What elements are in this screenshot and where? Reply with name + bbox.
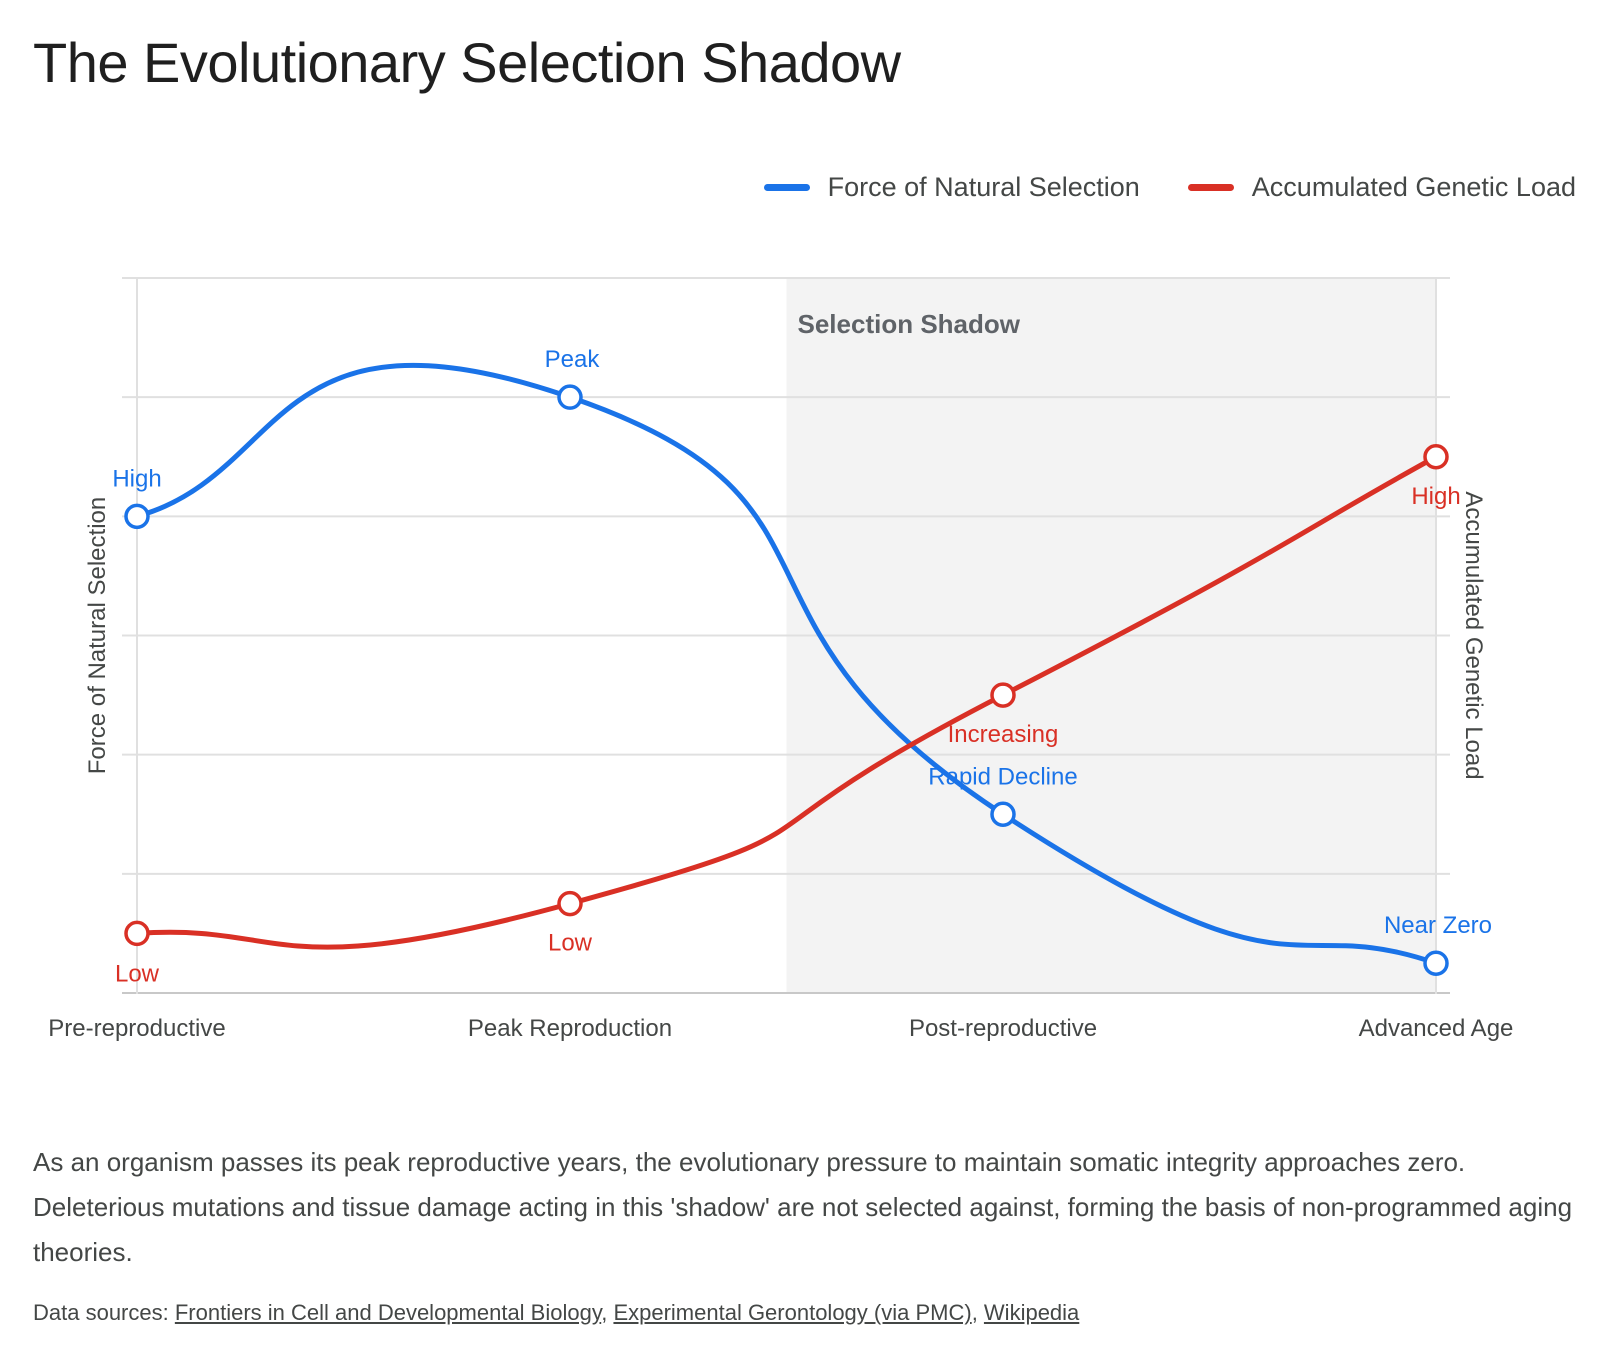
sources-prefix: Data sources:: [33, 1300, 175, 1325]
selection-shadow-label: Selection Shadow: [798, 309, 1021, 339]
source-link-wikipedia[interactable]: Wikipedia: [983, 1300, 1080, 1325]
source-link-frontiers[interactable]: Frontiers in Cell and Developmental Biol…: [174, 1300, 602, 1325]
data-label: High: [112, 465, 161, 492]
line-chart: Selection Shadow Pre-reproductive Peak Rep…: [48, 277, 1514, 1042]
source-link-exp-gerontology[interactable]: Experimental Gerontology (via PMC): [613, 1300, 972, 1325]
data-label: Increasing: [948, 721, 1059, 748]
data-label: Low: [548, 930, 593, 957]
data-point: [1423, 444, 1449, 470]
data-point: [1423, 950, 1449, 976]
data-label: Peak: [545, 346, 601, 373]
legend-swatch-genetic-load: [1187, 184, 1234, 191]
data-label: Low: [115, 960, 160, 987]
data-label: Near Zero: [1384, 912, 1492, 939]
legend-swatch-selection: [763, 184, 810, 191]
series-line-natural-selection: [134, 362, 1439, 966]
chart-caption: As an organism passes its peak reproduct…: [33, 1147, 1573, 1267]
data-label: High: [1411, 483, 1460, 510]
legend-item-genetic-load[interactable]: Accumulated Genetic Load: [1187, 172, 1576, 203]
y-axis-title-right: Accumulated Genetic Load: [1460, 491, 1487, 779]
data-point: [124, 503, 150, 530]
data-point: [557, 890, 583, 917]
legend-label-selection: Force of Natural Selection: [827, 172, 1140, 202]
data-point: [990, 801, 1016, 827]
x-tick-label: Post-reproductive: [909, 1015, 1097, 1042]
data-label: Rapid Decline: [928, 763, 1077, 790]
chart-legend: Force of Natural Selection Accumulated G…: [763, 172, 1576, 203]
series-line-genetic-load: [134, 454, 1439, 950]
data-sources: Data sources: Frontiers in Cell and Deve…: [33, 1300, 1080, 1325]
y-axis-title-left: Force of Natural Selection: [84, 497, 111, 774]
x-tick-label: Peak Reproduction: [468, 1015, 672, 1042]
data-point: [124, 920, 150, 947]
data-point: [990, 682, 1016, 708]
x-tick-label: Pre-reproductive: [48, 1015, 225, 1042]
legend-item-selection[interactable]: Force of Natural Selection: [763, 172, 1140, 203]
chart-title: The Evolutionary Selection Shadow: [33, 31, 901, 94]
legend-label-genetic-load: Accumulated Genetic Load: [1251, 172, 1576, 202]
x-tick-label: Advanced Age: [1359, 1015, 1514, 1042]
data-point: [557, 384, 583, 410]
